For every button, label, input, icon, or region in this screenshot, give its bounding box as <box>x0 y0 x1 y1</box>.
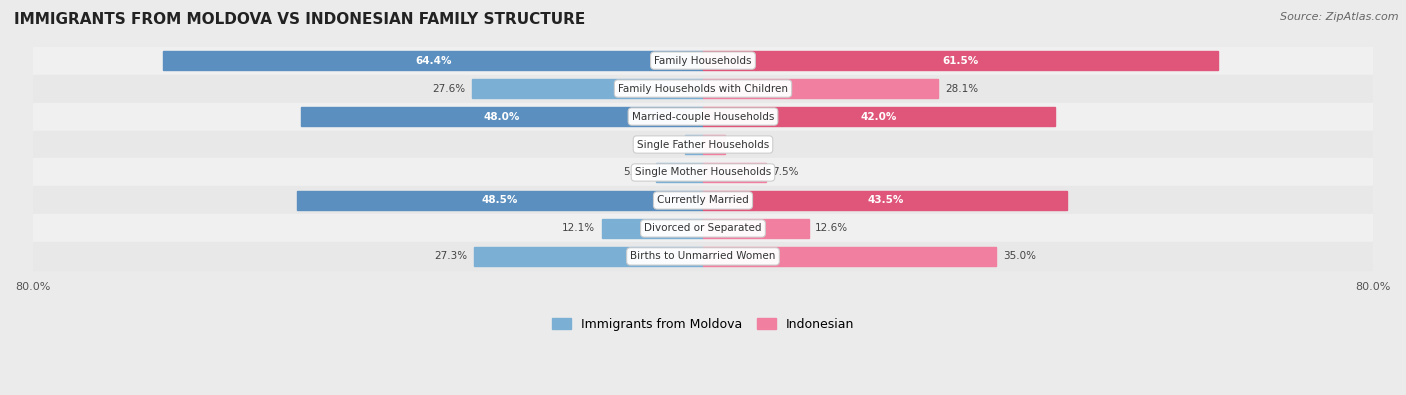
Bar <box>703 79 938 98</box>
Text: Single Mother Households: Single Mother Households <box>636 167 770 177</box>
Bar <box>703 191 1067 210</box>
Text: 61.5%: 61.5% <box>942 56 979 66</box>
Bar <box>32 47 1374 75</box>
Bar <box>32 75 1374 103</box>
Bar <box>32 103 1374 130</box>
Text: Married-couple Households: Married-couple Households <box>631 111 775 122</box>
Text: 35.0%: 35.0% <box>1002 251 1036 261</box>
Bar <box>602 219 703 238</box>
Text: 43.5%: 43.5% <box>868 196 904 205</box>
Text: Family Households with Children: Family Households with Children <box>619 84 787 94</box>
Text: IMMIGRANTS FROM MOLDOVA VS INDONESIAN FAMILY STRUCTURE: IMMIGRANTS FROM MOLDOVA VS INDONESIAN FA… <box>14 12 585 27</box>
Text: 28.1%: 28.1% <box>945 84 979 94</box>
Text: Source: ZipAtlas.com: Source: ZipAtlas.com <box>1281 12 1399 22</box>
Text: 27.3%: 27.3% <box>434 251 468 261</box>
Text: Family Households: Family Households <box>654 56 752 66</box>
Text: 5.6%: 5.6% <box>623 167 650 177</box>
Text: 12.1%: 12.1% <box>562 224 595 233</box>
Bar <box>703 163 766 182</box>
Bar <box>297 191 703 210</box>
Bar <box>657 163 703 182</box>
Bar <box>703 135 724 154</box>
Bar <box>703 107 1054 126</box>
Text: Births to Unmarried Women: Births to Unmarried Women <box>630 251 776 261</box>
Bar <box>703 247 997 266</box>
Text: 42.0%: 42.0% <box>860 111 897 122</box>
Text: 2.6%: 2.6% <box>731 139 758 150</box>
Text: Currently Married: Currently Married <box>657 196 749 205</box>
Bar <box>163 51 703 70</box>
Bar <box>32 158 1374 186</box>
Text: 12.6%: 12.6% <box>815 224 848 233</box>
Text: Single Father Households: Single Father Households <box>637 139 769 150</box>
Text: 7.5%: 7.5% <box>772 167 799 177</box>
Bar <box>301 107 703 126</box>
Bar <box>703 219 808 238</box>
Bar <box>32 130 1374 158</box>
Bar <box>474 247 703 266</box>
Bar <box>32 186 1374 214</box>
Text: Divorced or Separated: Divorced or Separated <box>644 224 762 233</box>
Bar <box>703 51 1219 70</box>
Text: 48.5%: 48.5% <box>482 196 517 205</box>
Text: 27.6%: 27.6% <box>432 84 465 94</box>
Bar <box>32 214 1374 243</box>
Text: 64.4%: 64.4% <box>415 56 451 66</box>
Text: 2.1%: 2.1% <box>652 139 679 150</box>
Bar <box>32 243 1374 271</box>
Bar <box>472 79 703 98</box>
Text: 48.0%: 48.0% <box>484 111 520 122</box>
Legend: Immigrants from Moldova, Indonesian: Immigrants from Moldova, Indonesian <box>547 313 859 336</box>
Bar <box>685 135 703 154</box>
